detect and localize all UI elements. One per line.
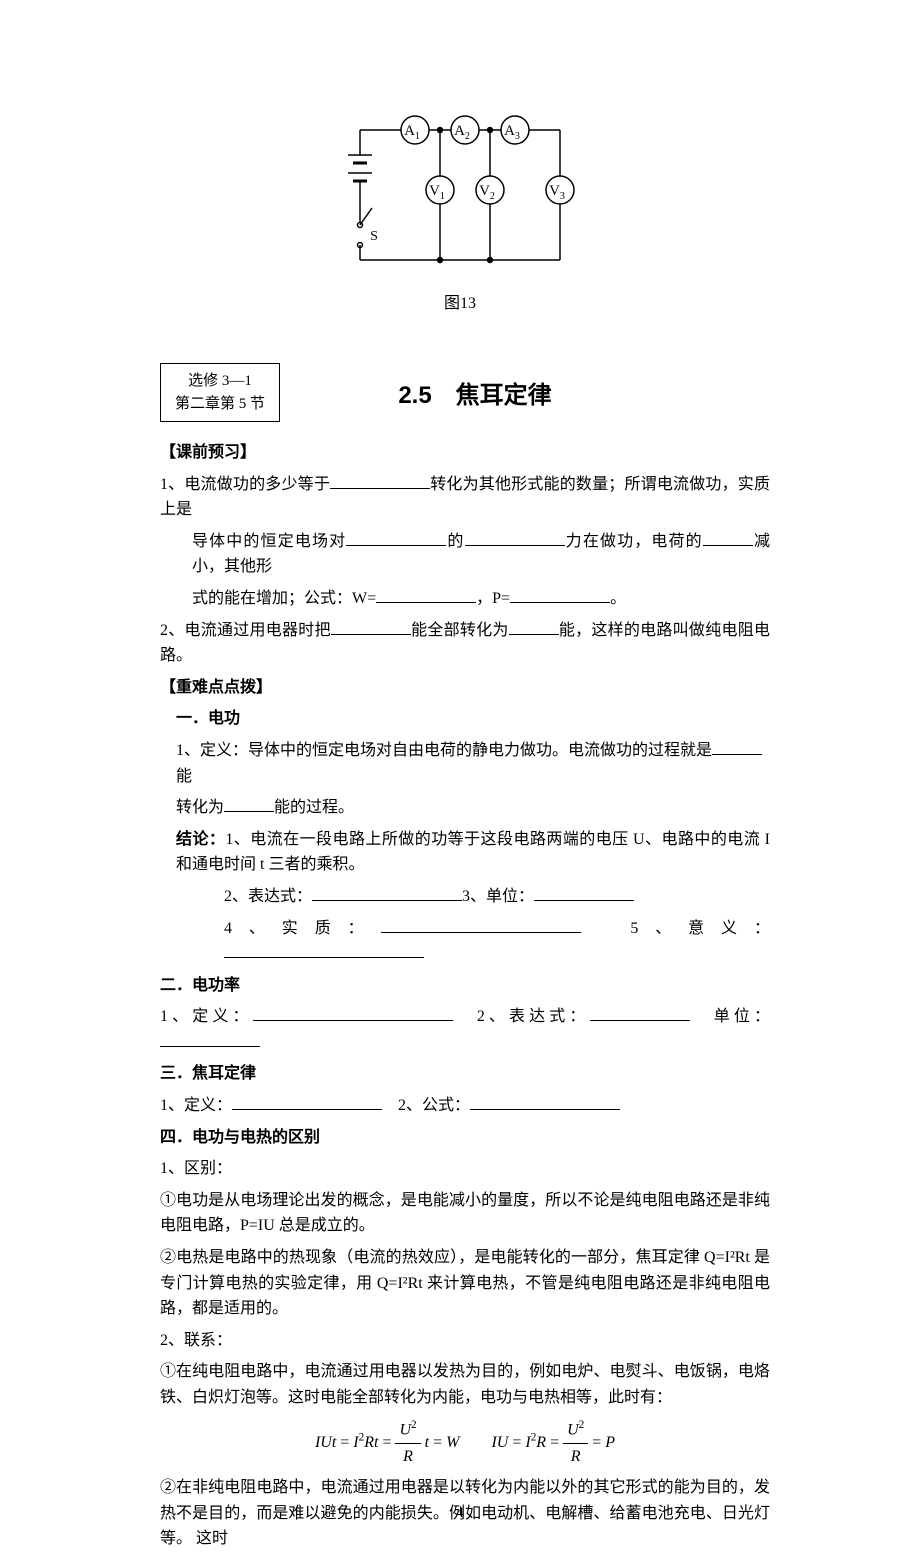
circuit-diagram-container: A1 A2 A3 V1 V2 V3 S 图13 [0,0,920,313]
text: 1、定义： [160,1008,253,1025]
switch-label: S [370,229,378,244]
text: 1、定义： [160,1097,232,1114]
text: 1、电流在一段电路上所做的功等于这段电路两端的电压 U、电路中的电流 I 和通电… [176,831,770,874]
figure-caption: 图13 [0,289,920,313]
preview-item-1-cont2: 式的能在增加；公式：W= ，P= 。 [160,586,770,612]
s4-diff-2: ②电热是电路中的热现象（电流的热效应），是电能转化的一部分，焦耳定律 Q=I²R… [160,1245,770,1322]
s4-diff-head: 1、区别： [160,1156,770,1182]
blank [703,529,753,546]
text: 的 [446,533,464,550]
preview-heading: 【课前预习】 [160,440,770,466]
s3-heading: 三．焦耳定律 [160,1061,770,1087]
s1-heading: 一．电功 [160,706,770,732]
blank [224,941,424,958]
s4-heading: 四．电功与电热的区别 [160,1125,770,1151]
circuit-svg: A1 A2 A3 V1 V2 V3 S [340,110,580,270]
text: 2、表达式： [224,888,312,905]
blank [470,1093,620,1110]
blank [510,586,610,603]
formula-row: IUt = I2Rt = U2R t = W IU = I2R = U2R = … [160,1417,770,1470]
blank [590,1004,690,1021]
s1-item-4-5: 4、实质： 5、意义： [160,916,770,967]
blank [346,529,446,546]
text: 1、定义：导体中的恒定电场对自由电荷的静电力做功。电流做功的过程就是 [176,742,712,759]
text: 力在做功，电荷的 [565,533,703,550]
keys-heading: 【重难点点拨】 [160,675,770,701]
text: 转化为 [176,799,224,816]
blank [224,795,274,812]
preview-item-1: 1、电流做功的多少等于转化为其他形式能的数量；所谓电流做功，实质上是 [160,472,770,523]
s1-item-2-3: 2、表达式： 3、单位： [160,884,770,910]
s2-line: 1、定义： 2、表达式： 单位： [160,1004,770,1055]
circuit-diagram: A1 A2 A3 V1 V2 V3 S [340,110,580,275]
section-title: 2.5 焦耳定律 [180,375,770,410]
s1-definition-cont: 转化为 能的过程。 [160,795,770,821]
blank [331,618,411,635]
page-number: 4 [0,1505,920,1522]
text: 导体中的恒定电场对 [192,533,346,550]
s4-link-head: 2、联系： [160,1328,770,1354]
s3-line: 1、定义： 2、公式： [160,1093,770,1119]
conclusion-label: 结论： [176,831,225,848]
blank [160,1030,260,1047]
blank [253,1004,453,1021]
text: 能的过程。 [274,799,354,816]
text: ，P= [476,590,510,607]
text: 。 [610,590,626,607]
text: 1、电流做功的多少等于 [160,476,330,493]
blank [330,472,430,489]
text: 2、公式： [398,1097,470,1114]
blank [534,884,634,901]
s2-heading: 二．电功率 [160,973,770,999]
text: 2、表达式： [477,1008,590,1025]
blank [312,884,462,901]
text: 3、单位： [462,888,534,905]
text: 4、实质： [224,920,381,937]
preview-item-1-cont1: 导体中的恒定电场对的力在做功，电荷的减小，其他形 [160,529,770,580]
text: 式的能在增加；公式：W= [192,590,376,607]
s4-diff-1: ①电功是从电场理论出发的概念，是电能减小的量度，所以不论是纯电阻电路还是非纯电阻… [160,1188,770,1239]
text: 能全部转化为 [411,622,509,639]
blank [381,916,581,933]
s1-definition: 1、定义：导体中的恒定电场对自由电荷的静电力做功。电流做功的过程就是 能 [160,738,770,789]
blank [509,618,559,635]
preview-item-2: 2、电流通过用电器时把能全部转化为能，这样的电路叫做纯电阻电路。 [160,618,770,669]
blank [232,1093,382,1110]
text: 5、意义： [630,920,770,937]
blank [712,738,762,755]
s4-link-1: ①在纯电阻电路中，电流通过用电器以发热为目的，例如电炉、电熨斗、电饭锅，电烙铁、… [160,1359,770,1410]
s1-conclusion: 结论：1、电流在一段电路上所做的功等于这段电路两端的电压 U、电路中的电流 I … [160,827,770,878]
text: 2、电流通过用电器时把 [160,622,331,639]
text: 单位： [714,1008,770,1025]
blank [376,586,476,603]
blank [465,529,565,546]
